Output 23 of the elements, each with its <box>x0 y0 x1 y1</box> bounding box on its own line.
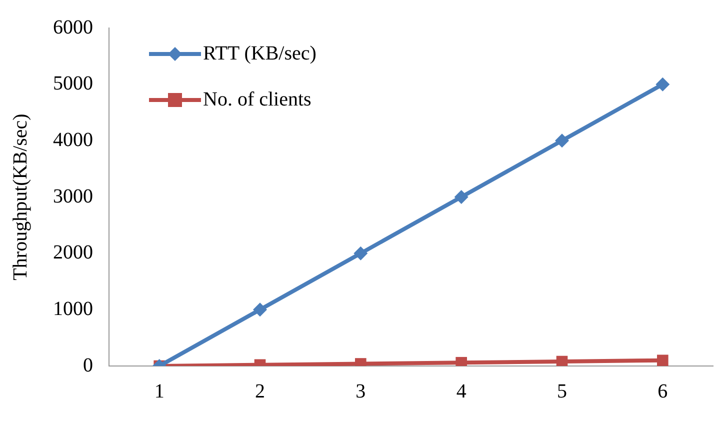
x-tick-label: 5 <box>557 380 567 402</box>
point <box>556 356 568 366</box>
point <box>354 246 368 260</box>
point <box>454 190 468 204</box>
x-tick-label: 4 <box>456 380 466 402</box>
y-tick-label: 2000 <box>53 242 93 264</box>
point <box>656 77 670 92</box>
y-tick-label: 0 <box>83 354 93 376</box>
y-tick-label: 5000 <box>53 72 93 95</box>
y-axis-title: Throughput(KB/sec) <box>9 114 32 280</box>
point <box>253 302 267 317</box>
y-tick-label: 4000 <box>53 128 93 151</box>
y-tick-label: 1000 <box>53 298 93 320</box>
x-tick-label: 2 <box>255 380 265 402</box>
point <box>657 354 668 366</box>
legend-label: No. of clients <box>203 88 312 110</box>
y-tick-label: 3000 <box>53 185 93 208</box>
x-tick-label: 6 <box>658 380 668 402</box>
legend-label: RTT (KB/sec) <box>203 42 316 64</box>
x-tick-label: 1 <box>154 380 164 402</box>
y-tick-label: 6000 <box>53 16 93 38</box>
x-tick-label: 3 <box>356 380 366 402</box>
point <box>555 134 569 148</box>
